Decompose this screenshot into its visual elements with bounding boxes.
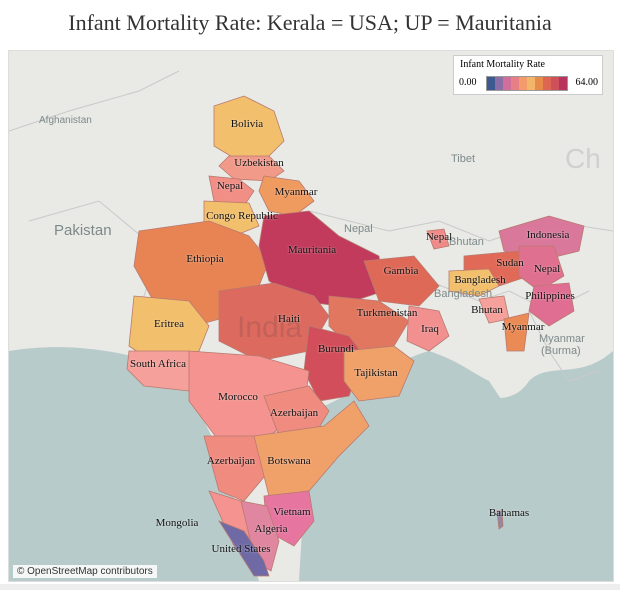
- region-label-azerbaijan: Azerbaijan: [269, 407, 319, 419]
- legend-min: 0.00: [459, 77, 477, 88]
- legend-max: 64.00: [575, 77, 599, 88]
- region-label-myanmar-2: Myanmar: [501, 321, 545, 333]
- legend-swatch: [535, 77, 543, 90]
- region-label-botswana: Botswana: [267, 455, 311, 467]
- region-label-turkmenistan: Turkmenistan: [356, 307, 418, 319]
- region-label-philippines: Philippines: [525, 290, 575, 302]
- region-label-haiti: Haiti: [278, 313, 300, 325]
- region-label-nepal: Nepal: [216, 180, 244, 192]
- region-label-gambia: Gambia: [383, 265, 419, 277]
- map-title: Infant Mortality Rate: Kerala = USA; UP …: [68, 10, 552, 35]
- region-azerbaijan-t: [263, 385, 330, 437]
- region-united-states: [217, 520, 270, 577]
- region-label-mauritania: Mauritania: [287, 244, 337, 256]
- region-label-congo-republic: Congo Republic: [206, 210, 278, 222]
- basemap-label-china: Ch: [565, 143, 601, 174]
- region-label-azerbaijan-2: Azerbaijan: [206, 455, 256, 467]
- region-label-indonesia: Indonesia: [526, 229, 570, 241]
- region-label-bhutan: Bhutan: [471, 304, 503, 316]
- andaman-sea: [529, 411, 613, 581]
- region-mauritania: [258, 210, 385, 307]
- region-label-nepal-3: Nepal: [533, 263, 561, 275]
- legend-swatch: [495, 77, 503, 90]
- region-label-morocco: Morocco: [218, 391, 258, 403]
- basemap-label-burma: (Burma): [541, 345, 581, 357]
- legend-swatch: [559, 77, 567, 90]
- region-gambia: [363, 255, 440, 307]
- region-bangladesh: [448, 268, 500, 297]
- region-label-tajikistan: Tajikistan: [354, 367, 398, 379]
- basemap-label-afghanistan: Afghanistan: [39, 115, 92, 126]
- region-label-eritrea: Eritrea: [154, 318, 184, 330]
- region-tajikistan: [343, 345, 415, 402]
- region-label-nepal-2: Nepal: [425, 231, 453, 243]
- region-bahamas: [496, 510, 504, 530]
- region-azerbaijan-k: [203, 435, 270, 502]
- map-svg: [9, 51, 613, 581]
- footer-strip: [0, 584, 620, 590]
- region-label-vietnam: Vietnam: [273, 506, 311, 518]
- legend-swatch: [503, 77, 511, 90]
- basemap-label-india: India: [237, 311, 303, 344]
- region-nepal-sikkim: [426, 228, 450, 250]
- regions: [126, 95, 585, 577]
- legend-swatch: [487, 77, 495, 90]
- region-philippines: [528, 282, 575, 327]
- legend-title: Infant Mortality Rate: [460, 59, 545, 70]
- legend-swatch: [519, 77, 527, 90]
- region-label-bolivia: Bolivia: [230, 118, 264, 130]
- basemap-label-pakistan: Pakistan: [54, 222, 112, 239]
- region-label-bangladesh: Bangladesh: [454, 274, 506, 286]
- region-eritrea: [128, 295, 210, 367]
- region-label-bahamas: Bahamas: [488, 507, 530, 519]
- region-label-burundi: Burundi: [317, 343, 355, 355]
- basemap-label-nepal: Nepal: [344, 223, 373, 235]
- region-label-algeria: Algeria: [254, 523, 288, 535]
- region-label-mongolia: Mongolia: [155, 517, 199, 529]
- region-nepal-hp: [208, 175, 255, 207]
- region-label-iraq: Iraq: [421, 323, 439, 335]
- region-label-ethiopia: Ethiopia: [186, 253, 224, 265]
- region-bolivia: [213, 95, 285, 162]
- region-label-united-states: United States: [211, 543, 271, 555]
- region-label-sudan: Sudan: [496, 257, 524, 269]
- map-attribution[interactable]: © OpenStreetMap contributors: [13, 565, 157, 578]
- region-label-uzbekistan: Uzbekistan: [234, 157, 284, 169]
- color-legend: Infant Mortality Rate 0.00 64.00: [453, 55, 603, 95]
- region-label-south-africa: South Africa: [130, 358, 186, 370]
- region-myanmar-mizoram: [503, 312, 530, 352]
- region-nepal-east: [518, 245, 565, 292]
- region-iraq: [406, 305, 450, 352]
- legend-swatch: [551, 77, 559, 90]
- basemap-label-bangladesh: Bangladesh: [434, 288, 493, 300]
- basemap-label-bhutan: Bhutan: [449, 236, 484, 248]
- legend-swatch: [543, 77, 551, 90]
- legend-swatch: [527, 77, 535, 90]
- basemap-label-tibet: Tibet: [451, 153, 476, 165]
- legend-gradient: [486, 76, 568, 91]
- arabian-sea: [9, 347, 259, 581]
- basemap-label-myanmar: Myanmar: [539, 333, 585, 345]
- region-label-myanmar: Myanmar: [274, 186, 318, 198]
- map-canvas[interactable]: Afghanistan Pakistan Tibet Nepal Bhutan …: [8, 50, 614, 582]
- legend-swatch: [511, 77, 519, 90]
